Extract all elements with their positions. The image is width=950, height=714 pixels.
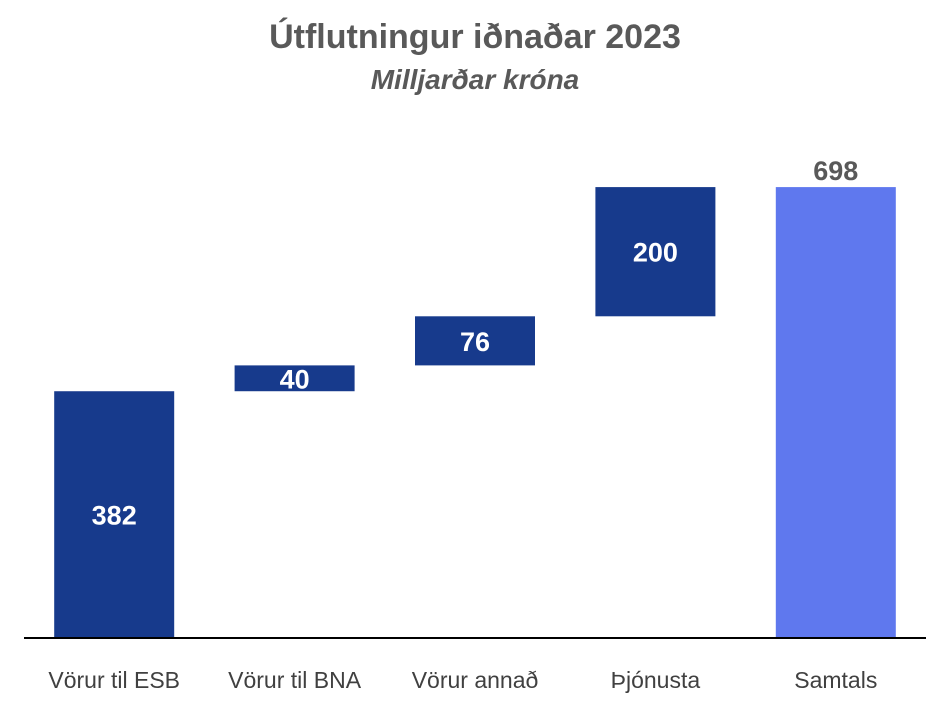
x-tick-label: Vörur til ESB — [48, 667, 180, 693]
bar-increment — [234, 365, 355, 392]
bar-total — [775, 187, 896, 639]
x-tick-label: Samtals — [794, 667, 877, 693]
data-label: 382 — [92, 501, 137, 531]
bar-increment — [415, 316, 535, 366]
data-label: 200 — [633, 238, 678, 268]
chart-title: Útflutningur iðnaðar 2023 — [269, 18, 681, 56]
data-label: 698 — [813, 156, 858, 186]
x-tick-label: Þjónusta — [611, 667, 701, 693]
bar-increment — [595, 187, 716, 317]
data-label: 40 — [280, 364, 310, 394]
chart-subtitle: Milljarðar króna — [370, 64, 580, 95]
x-tick-label: Vörur til BNA — [228, 667, 362, 693]
x-tick-label: Vörur annað — [412, 667, 539, 693]
data-label: 76 — [460, 327, 490, 357]
bar-increment — [54, 391, 175, 638]
